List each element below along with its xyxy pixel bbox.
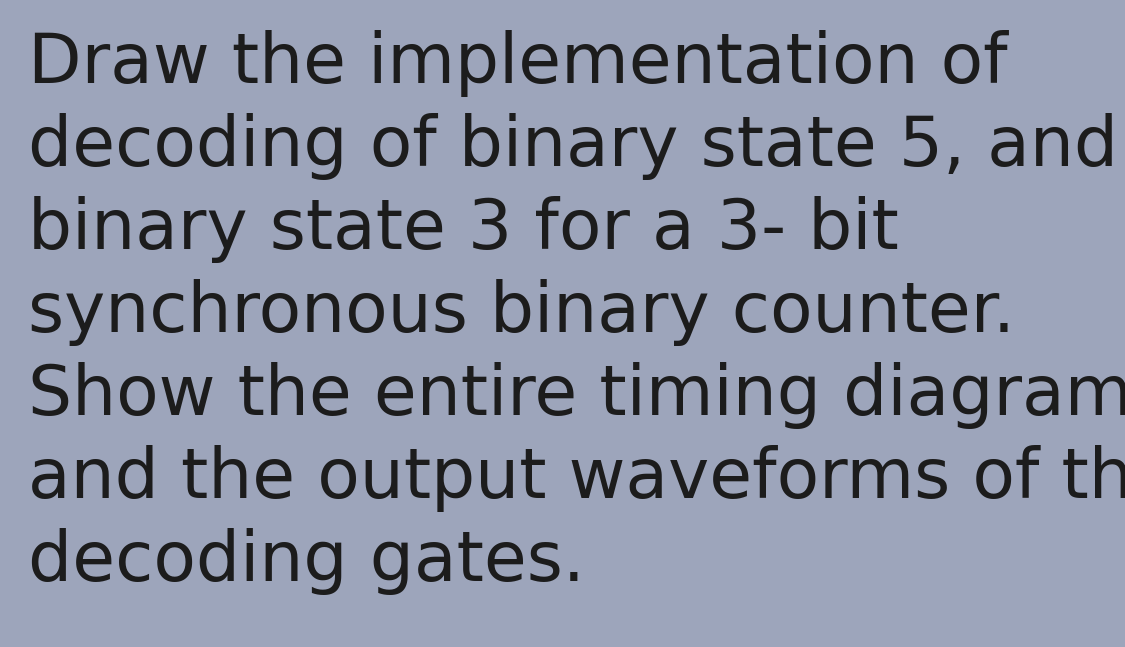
- Text: decoding gates.: decoding gates.: [28, 528, 585, 595]
- Text: binary state 3 for a 3- bit: binary state 3 for a 3- bit: [28, 196, 899, 263]
- Text: Show the entire timing diagram: Show the entire timing diagram: [28, 362, 1125, 429]
- Text: synchronous binary counter.: synchronous binary counter.: [28, 279, 1015, 346]
- Text: and the output waveforms of the: and the output waveforms of the: [28, 445, 1125, 512]
- Text: Draw the implementation of: Draw the implementation of: [28, 30, 1008, 97]
- Text: decoding of binary state 5, and: decoding of binary state 5, and: [28, 113, 1118, 180]
